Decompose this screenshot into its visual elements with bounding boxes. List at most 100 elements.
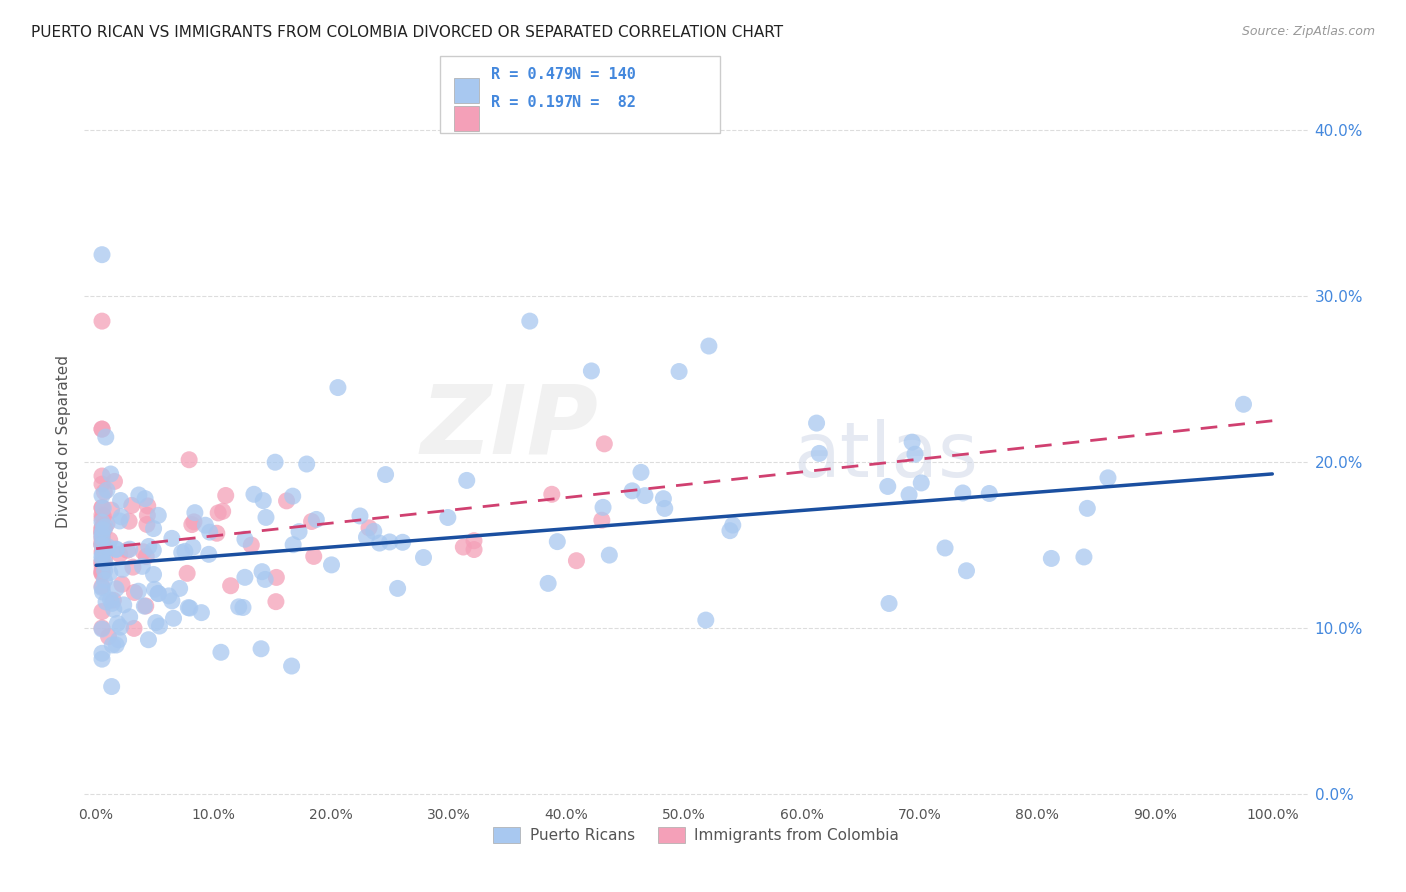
Point: [356, 530, 378, 544]
Point: [105, 542, 128, 557]
Point: [136, 508, 159, 523]
Text: N =  82: N = 82: [572, 95, 636, 111]
Point: [105, 542, 128, 557]
Point: [233, 570, 256, 584]
Point: [91, 546, 114, 560]
Point: [598, 548, 620, 562]
Point: [100, 503, 122, 517]
Point: [101, 638, 124, 652]
Point: [160, 532, 183, 546]
Point: [97, 630, 120, 644]
Point: [103, 602, 125, 616]
Point: [91, 314, 114, 328]
Point: [118, 610, 141, 624]
Point: [148, 619, 170, 633]
Point: [91, 422, 114, 436]
Point: [94, 556, 117, 570]
Point: [122, 560, 145, 574]
Point: [198, 547, 221, 561]
Point: [117, 543, 139, 558]
Point: [103, 475, 125, 489]
Point: [519, 314, 541, 328]
Point: [91, 581, 114, 595]
Point: [91, 501, 114, 516]
Point: [697, 339, 720, 353]
Point: [243, 487, 266, 501]
Point: [1097, 471, 1119, 485]
Point: [233, 532, 256, 546]
Point: [162, 611, 184, 625]
Point: [281, 538, 304, 552]
Point: [91, 544, 114, 558]
Point: [281, 489, 304, 503]
Point: [91, 646, 114, 660]
Point: [91, 528, 114, 542]
Point: [91, 515, 114, 529]
Point: [91, 523, 114, 537]
Point: [91, 566, 114, 580]
Point: [219, 579, 242, 593]
Text: N = 140: N = 140: [572, 67, 636, 82]
Point: [177, 600, 200, 615]
Point: [179, 601, 201, 615]
Point: [91, 524, 114, 538]
Point: [806, 416, 828, 430]
Point: [91, 535, 114, 549]
Point: [91, 563, 114, 577]
Point: [94, 595, 117, 609]
Point: [169, 582, 191, 596]
Point: [105, 582, 128, 596]
Point: [100, 680, 122, 694]
Point: [209, 645, 232, 659]
Point: [91, 621, 114, 635]
Point: [387, 582, 409, 596]
Point: [368, 536, 391, 550]
Point: [565, 554, 588, 568]
Point: [91, 520, 114, 534]
Point: [98, 566, 121, 580]
Point: [91, 551, 114, 566]
Point: [146, 586, 169, 600]
Point: [91, 555, 114, 569]
Legend: Puerto Ricans, Immigrants from Colombia: Puerto Ricans, Immigrants from Colombia: [486, 822, 905, 849]
Point: [194, 518, 217, 533]
Point: [118, 514, 141, 528]
Point: [94, 430, 117, 444]
Point: [157, 589, 180, 603]
Point: [131, 559, 153, 574]
Point: [105, 638, 128, 652]
Point: [110, 620, 132, 634]
Point: [979, 486, 1001, 500]
Point: [207, 506, 229, 520]
Point: [138, 632, 160, 647]
Point: [288, 524, 311, 539]
Point: [264, 455, 287, 469]
Point: [952, 486, 974, 500]
Point: [96, 516, 118, 531]
Point: [621, 483, 644, 498]
Point: [205, 526, 228, 541]
Point: [110, 509, 132, 524]
Point: [148, 508, 170, 523]
Point: [132, 545, 155, 559]
Point: [176, 566, 198, 581]
Point: [91, 489, 114, 503]
Point: [91, 566, 114, 580]
Point: [250, 565, 273, 579]
Point: [91, 531, 114, 545]
Point: [183, 515, 205, 529]
Point: [94, 520, 117, 534]
Point: [174, 544, 197, 558]
Point: [591, 513, 613, 527]
Point: [321, 558, 343, 572]
Point: [142, 567, 165, 582]
Point: [668, 364, 690, 378]
Point: [134, 491, 156, 506]
Point: [136, 517, 159, 532]
Point: [301, 515, 323, 529]
Point: [463, 542, 485, 557]
Point: [91, 605, 114, 619]
Point: [363, 524, 385, 539]
Point: [91, 509, 114, 524]
Point: [91, 585, 114, 599]
